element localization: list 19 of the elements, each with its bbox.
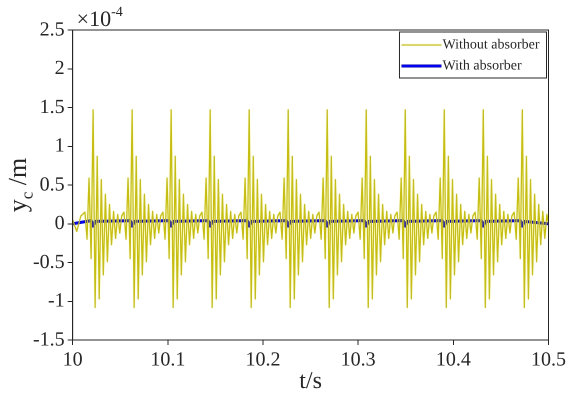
y-tick-label: 0.5 <box>40 173 65 196</box>
y-tick-label: 1.5 <box>40 96 65 118</box>
y-tick-label: -1.5 <box>32 328 65 350</box>
y-tick-label: 2.5 <box>40 18 65 40</box>
x-axis-title: t/s <box>299 368 322 394</box>
legend-label: Without absorber <box>442 38 540 53</box>
legend-label: With absorber <box>442 58 522 74</box>
y-tick-label: 0 <box>54 212 65 234</box>
y-tick-label: 2 <box>54 57 65 79</box>
x-tick-label: 10.4 <box>436 348 471 370</box>
x-tick-label: 10.3 <box>340 348 376 370</box>
x-tick-label: 10.2 <box>245 348 280 370</box>
y-tick-label: -1 <box>48 290 65 312</box>
y-tick-label: -0.5 <box>32 250 65 273</box>
x-tick-label: 10.1 <box>150 348 186 370</box>
y-tick-label: 1 <box>54 134 65 156</box>
x-tick-label: 10.5 <box>531 348 566 370</box>
y-axis-title: yc /m <box>3 158 36 212</box>
x-tick-label: 10 <box>62 348 83 370</box>
